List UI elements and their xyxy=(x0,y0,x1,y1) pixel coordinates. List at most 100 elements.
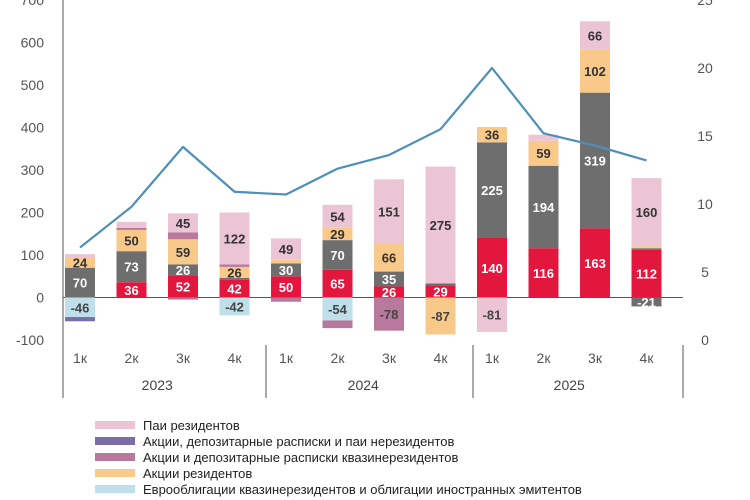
bar-segment-mauve xyxy=(116,227,147,230)
x-group-label: 2023 xyxy=(142,377,173,393)
bar-segment-red xyxy=(631,249,662,298)
legend-item: Еврооблигации квазинерезидентов и облига… xyxy=(95,481,582,497)
bar-segment-gray xyxy=(528,165,559,249)
data-label: 102 xyxy=(584,64,606,79)
data-label: 116 xyxy=(533,266,554,281)
data-label-negative: -87 xyxy=(431,309,450,324)
data-label: 59 xyxy=(536,146,550,161)
data-label: 30 xyxy=(279,263,293,278)
x-category-label: 3к xyxy=(382,350,397,366)
data-label: 36 xyxy=(124,283,138,298)
bar-segment-gray xyxy=(580,92,610,229)
bar-segment-gray xyxy=(631,248,662,250)
data-label: 59 xyxy=(176,245,190,260)
legend-swatch xyxy=(95,437,135,445)
bar-segment-orange xyxy=(477,127,507,143)
bar-segment-pink xyxy=(65,254,95,258)
data-label: 70 xyxy=(73,276,87,291)
bar-segment-mauve xyxy=(168,232,198,240)
bar-segment-red xyxy=(116,282,147,298)
bar-segment-orange xyxy=(65,257,95,268)
bar-segment-gray xyxy=(477,142,507,238)
data-label: 26 xyxy=(176,263,190,278)
bar-segment-negative xyxy=(271,297,301,302)
bar-segment-pink xyxy=(580,21,610,50)
data-label: 275 xyxy=(430,218,452,233)
right-axis-tick-label: 15 xyxy=(697,128,713,144)
bar-segment-gray xyxy=(374,271,404,287)
legend-item: Акции, депозитарные расписки и паи нерез… xyxy=(95,433,582,449)
x-category-label: 2к xyxy=(331,350,346,366)
right-axis-tick-label: 0 xyxy=(701,332,709,348)
data-label: 194 xyxy=(533,200,555,215)
data-label: 112 xyxy=(636,267,657,282)
x-category-label: 4к xyxy=(640,350,655,366)
x-group-label: 2024 xyxy=(348,377,379,393)
bar-segment-gray xyxy=(219,277,250,280)
data-label: 29 xyxy=(330,227,344,242)
legend-label: Акции, депозитарные расписки и паи нерез… xyxy=(143,433,455,449)
bar-segment-negative xyxy=(631,297,662,307)
data-label: 29 xyxy=(433,284,447,299)
bar-segment-orange xyxy=(322,227,353,241)
bar-segment-mauve xyxy=(219,264,250,267)
bar-segment-orange xyxy=(219,266,250,278)
data-label: 36 xyxy=(485,128,499,143)
bar-segment-pink xyxy=(322,204,353,228)
data-label: 49 xyxy=(279,242,293,257)
bar-segment-pink xyxy=(425,166,456,284)
data-label: 50 xyxy=(279,280,293,295)
bar-segment-pink xyxy=(271,238,301,260)
x-group-label: 2025 xyxy=(554,377,585,393)
legend-label: Акции резидентов xyxy=(143,465,253,481)
bar-segment-orange xyxy=(631,246,662,249)
bar-segment-pink xyxy=(116,221,147,228)
data-label: 24 xyxy=(73,256,88,271)
bar-segment-red xyxy=(425,285,456,298)
left-axis-tick-label: 400 xyxy=(21,120,45,136)
bar-segment-red xyxy=(477,238,507,298)
data-label: 163 xyxy=(584,256,606,271)
bar-segment-gray xyxy=(65,267,95,298)
left-axis-tick-label: -100 xyxy=(16,332,44,348)
chart-plot: -100010020030040050060070005101520257024… xyxy=(16,0,713,398)
left-axis-tick-label: 300 xyxy=(21,162,45,178)
right-axis-tick-label: 5 xyxy=(701,264,709,280)
data-label: 122 xyxy=(224,231,246,246)
line-series xyxy=(79,66,647,249)
bar-segment-red xyxy=(374,286,404,298)
data-label-negative: -46 xyxy=(71,300,90,315)
bar-segment-pink xyxy=(374,179,404,244)
legend-swatch xyxy=(95,453,135,461)
left-axis-tick-label: 0 xyxy=(36,290,44,306)
bar-segment-gray xyxy=(116,251,147,283)
legend-label: Акции и депозитарные расписки квазинерез… xyxy=(143,449,459,465)
x-category-label: 1к xyxy=(279,350,294,366)
bar-segment-orange xyxy=(580,49,610,93)
data-label: 35 xyxy=(382,272,396,287)
data-label: 160 xyxy=(636,205,658,220)
data-label: 42 xyxy=(227,282,241,297)
data-label: 319 xyxy=(584,153,606,168)
legend-label: Еврооблигации квазинерезидентов и облига… xyxy=(143,481,582,497)
bar-segment-orange xyxy=(374,243,404,272)
data-label: 52 xyxy=(176,279,190,294)
bar-segment-gray xyxy=(425,283,456,286)
bar-segment-red xyxy=(271,276,301,298)
x-category-label: 4к xyxy=(228,350,243,366)
legend-swatch xyxy=(95,469,135,477)
bar-segment-negative xyxy=(322,320,353,329)
bar-segment-negative xyxy=(322,297,353,321)
data-label-negative: -78 xyxy=(380,307,399,322)
bar-segment-orange xyxy=(168,239,198,265)
bar-segment-negative xyxy=(65,317,95,322)
bar-segment-negative xyxy=(477,297,507,332)
legend-swatch xyxy=(95,485,135,493)
data-label: 26 xyxy=(382,285,396,300)
legend-item: Акции резидентов xyxy=(95,465,582,481)
bar-segment-gray xyxy=(271,263,301,277)
left-axis-tick-label: 500 xyxy=(21,77,45,93)
data-label-negative: -42 xyxy=(225,299,244,314)
x-category-label: 1к xyxy=(73,350,88,366)
